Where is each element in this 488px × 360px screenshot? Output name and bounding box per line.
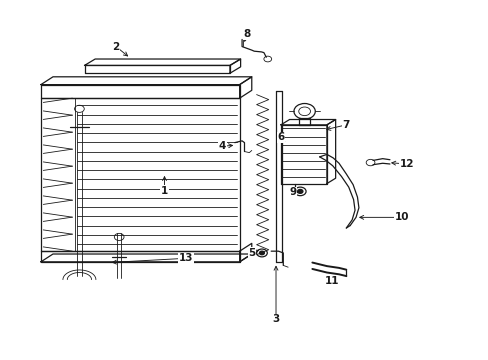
Text: 5: 5 <box>247 248 255 258</box>
Text: 4: 4 <box>219 141 226 151</box>
Text: 8: 8 <box>243 29 250 39</box>
Circle shape <box>297 189 302 193</box>
Circle shape <box>259 251 264 255</box>
Text: 11: 11 <box>324 276 338 287</box>
Text: 12: 12 <box>399 159 413 169</box>
Text: 9: 9 <box>289 188 296 197</box>
Text: 3: 3 <box>272 315 279 324</box>
Text: 7: 7 <box>342 120 349 130</box>
Text: 2: 2 <box>112 41 120 51</box>
Text: 6: 6 <box>277 132 284 142</box>
Text: 1: 1 <box>161 186 168 196</box>
Text: 10: 10 <box>394 212 408 222</box>
Text: 13: 13 <box>179 253 193 263</box>
